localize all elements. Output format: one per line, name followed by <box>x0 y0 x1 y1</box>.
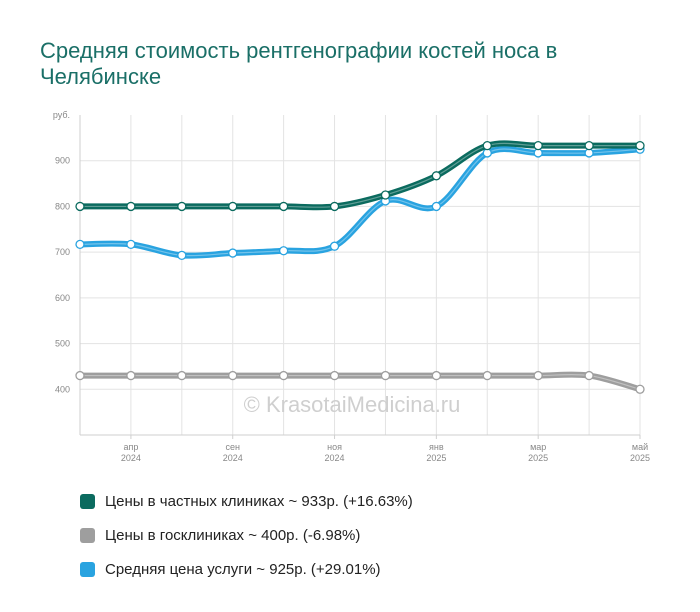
y-tick-label: 600 <box>55 293 70 303</box>
y-tick-label: 900 <box>55 156 70 166</box>
y-tick-label: 500 <box>55 339 70 349</box>
data-point-private[interactable] <box>482 140 492 151</box>
legend-label-average: Средняя цена услуги ~ 925р. (+29.01%) <box>105 560 381 578</box>
data-point-private[interactable] <box>75 201 85 212</box>
chart-title: Средняя стоимость рентгенографии костей … <box>40 38 558 89</box>
data-point-private[interactable] <box>278 201 289 212</box>
legend-item-private[interactable]: Цены в частных клиниках ~ 933р. (+16.63%… <box>80 484 413 518</box>
data-point-public[interactable] <box>126 370 136 381</box>
data-point-public[interactable] <box>177 370 187 381</box>
data-point-average[interactable] <box>75 239 85 250</box>
data-point-private[interactable] <box>431 171 442 181</box>
data-point-public[interactable] <box>584 370 594 381</box>
data-point-public[interactable] <box>228 370 238 381</box>
x-tick-year: 2025 <box>630 453 650 463</box>
legend: Цены в частных клиниках ~ 933р. (+16.63%… <box>80 484 413 586</box>
y-unit-label: руб. <box>53 110 70 120</box>
data-point-average[interactable] <box>329 241 340 251</box>
x-tick-month: мар <box>530 442 546 452</box>
x-axis: апр2024сен2024ноя2024янв2025мар2025май20… <box>79 115 650 463</box>
data-point-private[interactable] <box>177 201 187 212</box>
x-tick-year: 2025 <box>426 453 446 463</box>
data-point-public[interactable] <box>533 370 543 381</box>
grid: 400 500 600 700 800 900 <box>55 115 641 435</box>
data-point-public[interactable] <box>75 370 85 381</box>
x-tick-year: 2024 <box>121 453 141 463</box>
y-tick-label: 800 <box>55 201 70 211</box>
data-point-public[interactable] <box>329 370 340 381</box>
legend-item-average[interactable]: Средняя цена услуги ~ 925р. (+29.01%) <box>80 552 413 586</box>
legend-label-private: Цены в частных клиниках ~ 933р. (+16.63%… <box>105 492 413 510</box>
x-tick-year: 2024 <box>325 453 345 463</box>
x-tick-month: май <box>632 442 648 452</box>
data-point-private[interactable] <box>329 201 340 212</box>
data-point-average[interactable] <box>228 248 238 258</box>
legend-swatch-public <box>80 527 95 543</box>
x-tick-year: 2025 <box>528 453 548 463</box>
data-point-average[interactable] <box>431 201 442 212</box>
data-point-private[interactable] <box>228 201 238 212</box>
series-line-public <box>77 371 643 393</box>
y-tick-label: 700 <box>55 247 70 257</box>
data-point-public[interactable] <box>380 370 391 381</box>
series <box>75 140 645 394</box>
x-tick-month: янв <box>429 442 444 452</box>
legend-item-public[interactable]: Цены в госклиниках ~ 400р. (-6.98%) <box>80 518 413 552</box>
data-point-public[interactable] <box>482 370 492 381</box>
data-point-public[interactable] <box>635 384 645 394</box>
data-point-private[interactable] <box>584 140 594 151</box>
x-tick-month: ноя <box>327 442 342 452</box>
legend-swatch-average <box>80 561 95 577</box>
legend-swatch-private <box>80 493 95 509</box>
x-tick-month: сен <box>225 442 240 452</box>
data-point-private[interactable] <box>126 201 136 212</box>
legend-label-public: Цены в госклиниках ~ 400р. (-6.98%) <box>105 526 361 544</box>
watermark: © KrasotaiMedicina.ru <box>244 392 461 417</box>
data-point-private[interactable] <box>635 140 645 151</box>
data-point-average[interactable] <box>177 250 187 260</box>
data-point-private[interactable] <box>533 140 543 151</box>
data-point-public[interactable] <box>278 370 289 381</box>
x-tick-month: апр <box>123 442 138 452</box>
data-point-average[interactable] <box>126 239 136 250</box>
y-tick-label: 400 <box>55 384 70 394</box>
data-point-private[interactable] <box>380 190 391 200</box>
data-point-public[interactable] <box>431 370 442 381</box>
x-tick-year: 2024 <box>223 453 243 463</box>
line-chart: 400 500 600 700 800 900 руб. © KrasotaiMedici… <box>53 110 650 463</box>
data-point-average[interactable] <box>278 246 289 256</box>
